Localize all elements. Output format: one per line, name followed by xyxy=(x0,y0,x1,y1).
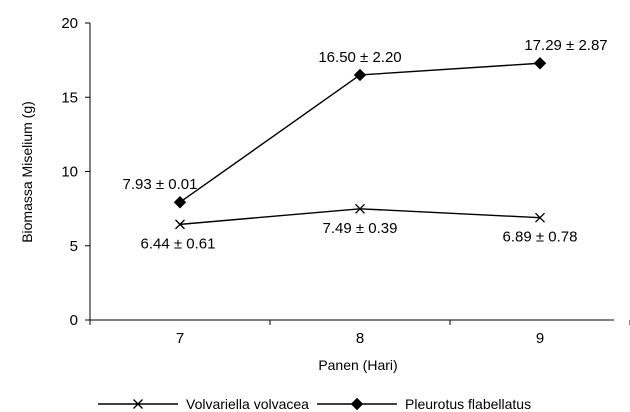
legend-item-2: Pleurotus flabellatus xyxy=(317,396,531,412)
axes xyxy=(89,23,614,321)
data-label: 7.93 ± 0.01 xyxy=(123,176,198,193)
legend-marker xyxy=(350,397,364,411)
data-labels: 6.44 ± 0.61 7.49 ± 0.39 6.89 ± 0.78 7.93 ± … xyxy=(123,37,608,252)
legend-label: Volvariella volvacea xyxy=(186,396,309,412)
series-1 xyxy=(175,203,545,230)
data-point xyxy=(353,68,367,82)
data-point xyxy=(535,212,545,223)
x-tick-label: 9 xyxy=(536,330,544,347)
legend-label: Pleurotus flabellatus xyxy=(405,396,531,412)
x-axis-title: Panen (Hari) xyxy=(318,357,397,373)
data-label: 7.49 ± 0.39 xyxy=(323,220,398,237)
data-point xyxy=(533,57,547,70)
data-point xyxy=(175,219,185,230)
y-tick-label: 15 xyxy=(61,89,78,106)
series-line xyxy=(179,62,541,203)
y-tick-label: 20 xyxy=(61,15,78,32)
x-tick-label: 8 xyxy=(356,330,364,347)
x-tick-label: 7 xyxy=(176,330,184,347)
y-tick-label: 0 xyxy=(70,312,78,329)
legend: Volvariella volvacea Pleurotus flabellatu… xyxy=(98,396,531,412)
data-label: 6.44 ± 0.61 xyxy=(141,235,216,252)
data-label: 16.50 ± 2.20 xyxy=(318,49,401,66)
series-group xyxy=(173,57,547,230)
data-label: 17.29 ± 2.87 xyxy=(524,37,607,54)
y-axis-ticks: 0 5 10 15 20 xyxy=(61,15,90,329)
data-label: 6.89 ± 0.78 xyxy=(503,229,578,246)
y-axis-title: Biomassa Miselium (g) xyxy=(19,101,35,243)
y-tick-label: 5 xyxy=(70,238,78,255)
x-axis-ticks: 7 8 9 xyxy=(89,320,630,347)
legend-item-1: Volvariella volvacea xyxy=(98,396,309,412)
series-2 xyxy=(173,57,547,209)
data-point xyxy=(355,203,365,214)
y-tick-label: 10 xyxy=(61,164,78,181)
legend-marker xyxy=(133,399,143,409)
data-point xyxy=(173,196,187,209)
